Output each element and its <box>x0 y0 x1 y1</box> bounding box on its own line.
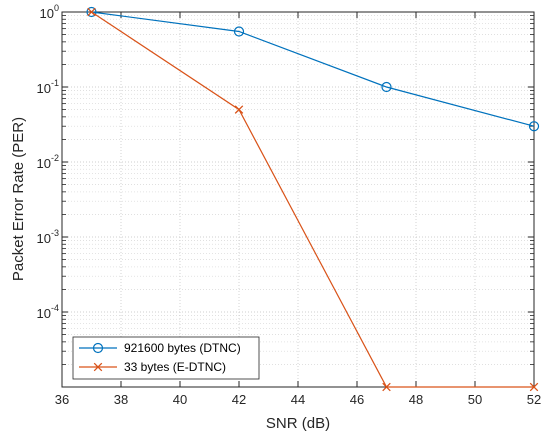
data-point-circle-marker <box>528 121 540 132</box>
legend: 921600 bytes (DTNC) 33 bytes (E-DTNC) <box>72 336 260 380</box>
y-axis-label: Packet Error Rate (PER) <box>10 117 27 281</box>
x-tick-label: 52 <box>527 392 541 407</box>
legend-item: 921600 bytes (DTNC) <box>79 341 241 355</box>
y-tick-label: 10-1 <box>37 78 59 96</box>
y-tick-label: 100 <box>40 3 59 21</box>
grid <box>61 11 535 387</box>
x-tick-label: 38 <box>114 392 128 407</box>
series-1 <box>86 6 540 132</box>
x-marker-stroke <box>234 105 244 114</box>
data-point-x-marker <box>87 7 96 17</box>
legend-box <box>72 336 260 380</box>
x-tick-label: 44 <box>291 392 305 407</box>
ticks: 100 10-1 10-2 10-3 10-4 36 38 40 42 44 46 48 50 52 <box>37 3 542 407</box>
legend-item: 33 bytes (E-DTNC) <box>79 360 226 374</box>
x-tick-label: 46 <box>350 392 364 407</box>
data-point-circle-marker <box>381 81 392 93</box>
series-line <box>91 11 535 127</box>
x-tick-label: 36 <box>55 392 69 407</box>
x-marker-stroke <box>529 382 539 392</box>
x-marker-stroke <box>382 382 391 392</box>
x-tick-label: 40 <box>173 392 187 407</box>
x-axis-label: SNR (dB) <box>266 415 330 432</box>
x-marker-stroke <box>87 7 96 17</box>
y-tick-label: 10-3 <box>37 228 59 246</box>
legend-label: 921600 bytes (DTNC) <box>124 341 241 355</box>
data-point-x-marker <box>234 105 244 114</box>
x-marker-stroke <box>93 362 103 372</box>
y-tick-label: 10-4 <box>37 303 59 321</box>
x-tick-label: 48 <box>409 392 423 407</box>
x-tick-label: 42 <box>232 392 246 407</box>
legend-label: 33 bytes (E-DTNC) <box>124 360 226 374</box>
data-point-circle-marker <box>86 6 97 18</box>
series-2 <box>87 7 539 392</box>
data-point-x-marker <box>529 382 539 392</box>
data-point-circle-marker <box>92 342 104 354</box>
data-point-x-marker <box>382 382 391 392</box>
series-lines <box>86 6 540 392</box>
series-line <box>91 11 534 388</box>
data-point-x-marker <box>93 362 103 372</box>
y-tick-label: 10-2 <box>37 153 59 171</box>
x-tick-label: 50 <box>468 392 482 407</box>
data-point-circle-marker <box>233 26 245 37</box>
